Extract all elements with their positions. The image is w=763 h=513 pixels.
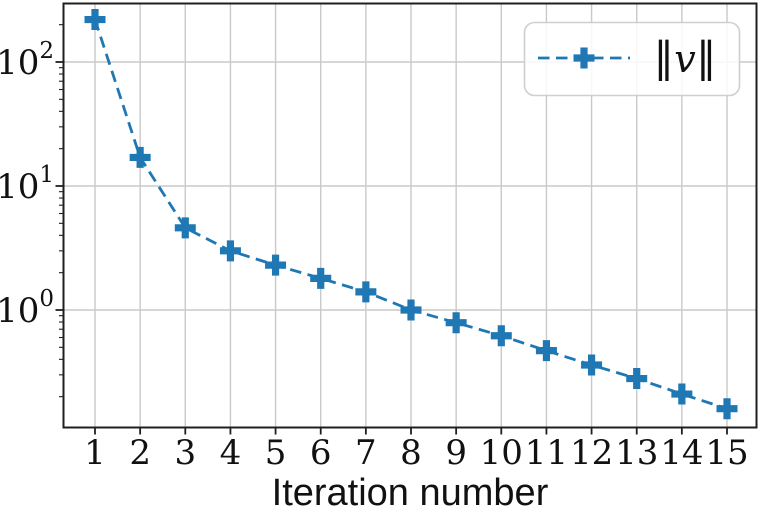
data-point-marker	[445, 312, 467, 334]
x-tick-label: 5	[265, 433, 287, 473]
y-tick-base: 10	[0, 291, 39, 331]
data-point-marker	[310, 267, 332, 289]
y-tick-exponent: 0	[39, 286, 54, 312]
legend: ∥v∥	[523, 21, 741, 97]
series-layer	[84, 9, 738, 420]
legend-frame	[523, 21, 741, 97]
y-tick-exponent: 2	[39, 38, 54, 64]
y-tick-base: 10	[0, 43, 39, 83]
data-point-marker	[265, 254, 287, 276]
x-tick-label: 4	[220, 433, 242, 473]
x-tick-label: 7	[355, 433, 377, 473]
data-point-marker	[355, 281, 377, 303]
legend-plus-marker-icon	[573, 47, 595, 69]
data-point-marker	[671, 383, 693, 405]
legend-norm-bar-left: ∥	[653, 33, 674, 82]
y-tick-label: 101	[0, 162, 54, 207]
x-tick-label: 9	[445, 433, 467, 473]
x-tick-label: 11	[525, 433, 568, 473]
y-tick-base: 10	[0, 167, 39, 207]
data-point-marker	[581, 354, 603, 376]
x-tick-label: 15	[705, 433, 748, 473]
data-point-marker	[84, 9, 106, 31]
x-tick-label: 10	[480, 433, 523, 473]
x-axis-title: Iteration number	[272, 472, 549, 513]
data-point-marker	[626, 368, 648, 390]
x-tick-label: 3	[174, 433, 196, 473]
data-point-marker	[129, 146, 151, 168]
x-tick-label: 13	[615, 433, 658, 473]
legend-variable: v	[674, 37, 696, 81]
x-tick-label: 1	[84, 433, 106, 473]
y-tick-exponent: 1	[39, 162, 54, 188]
y-tick-label: 100	[0, 286, 54, 331]
data-point-marker	[219, 240, 241, 262]
x-tick-label: 14	[660, 433, 703, 473]
x-tick-label: 2	[129, 433, 151, 473]
data-point-marker	[490, 325, 512, 347]
x-tick-label: 12	[570, 433, 613, 473]
y-tick-label: 102	[0, 38, 54, 83]
x-tick-label: 6	[310, 433, 332, 473]
data-point-marker	[400, 299, 422, 321]
data-point-marker	[716, 398, 738, 420]
data-point-marker	[535, 340, 557, 362]
data-point-marker	[174, 217, 196, 239]
legend-norm-bar-right: ∥	[696, 33, 717, 82]
x-tick-label: 8	[400, 433, 422, 473]
x-tick-labels: 1 2 3 4 5 6 7 8 9 10 11 12 13 14 15	[84, 433, 748, 473]
legend-label: ∥v∥	[653, 33, 716, 82]
plot-area-border	[62, 2, 758, 429]
